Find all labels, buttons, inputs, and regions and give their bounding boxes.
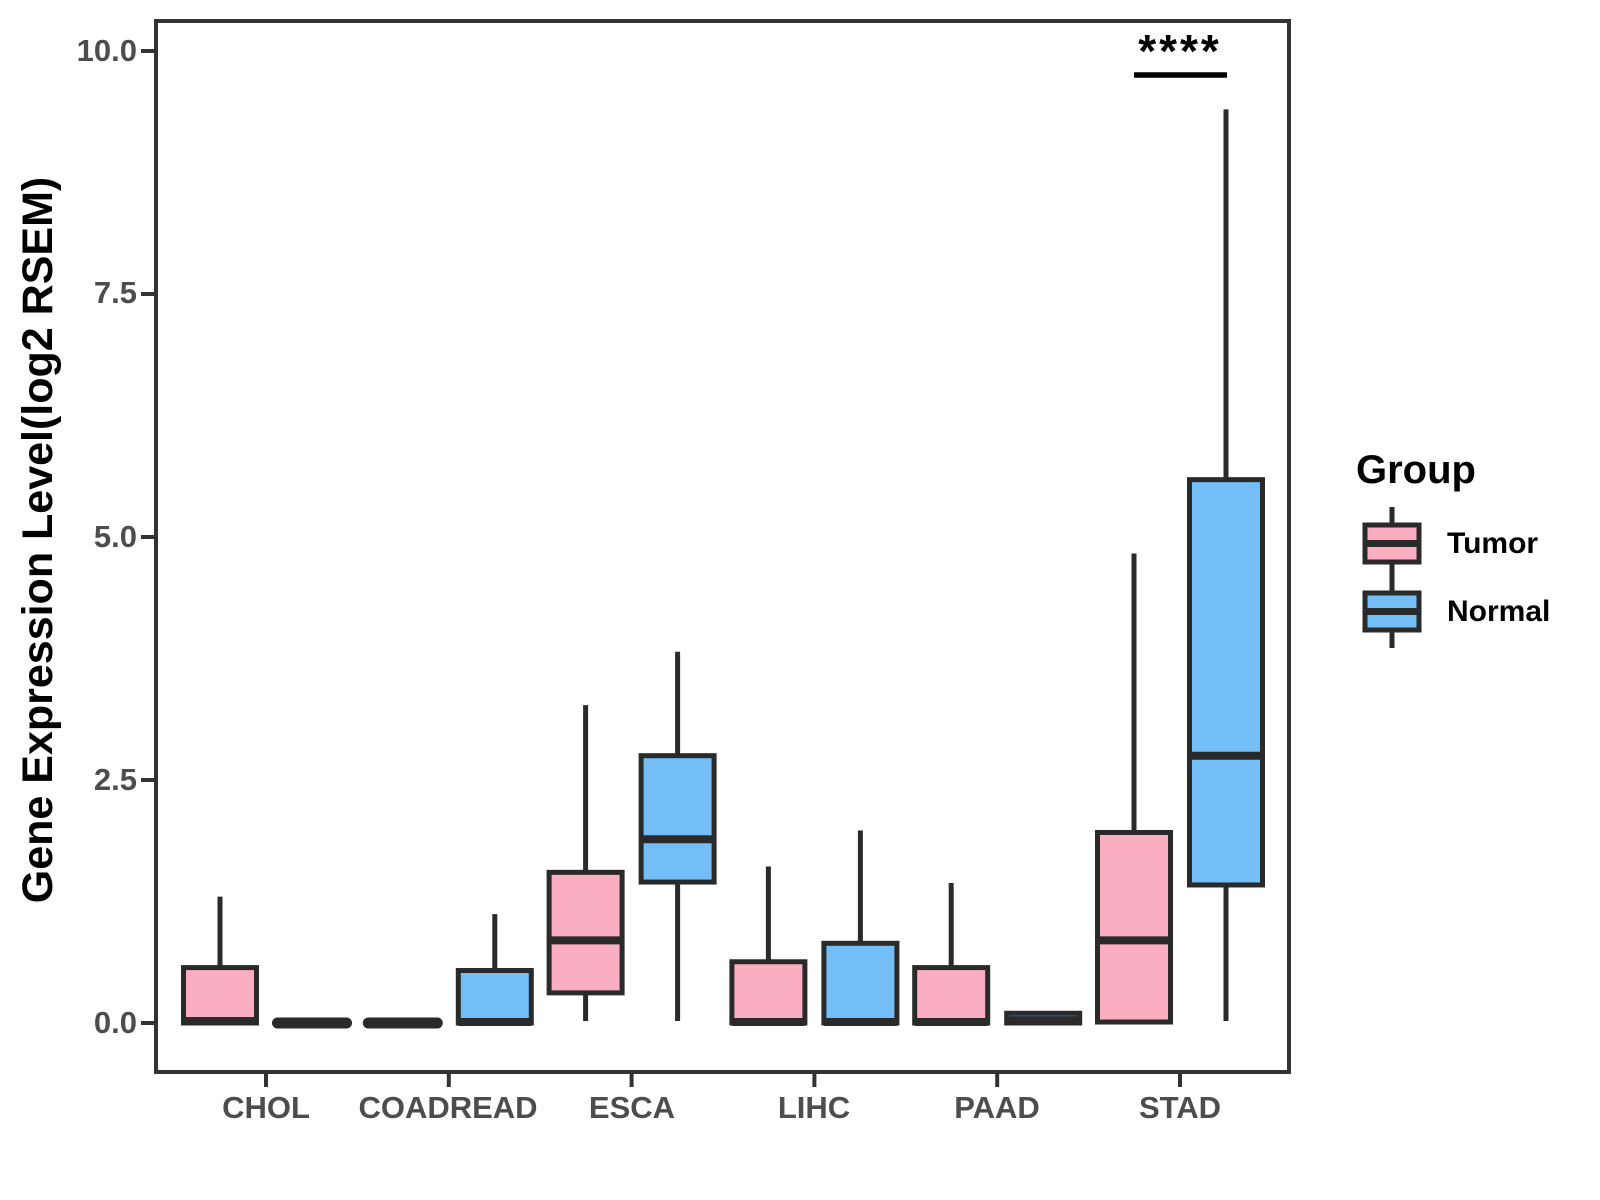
x-label-chol: CHOL [222,1090,310,1125]
box-tumor-chol [181,965,259,1026]
box-normal-stad [1187,477,1265,888]
box-normal-esca [638,753,717,885]
box-tumor-stad [1095,829,1173,1025]
significance-stars: **** [1138,25,1222,77]
legend-label-tumor: Tumor [1447,527,1539,560]
x-label-esca: ESCA [588,1090,676,1125]
box-normal-lihc [821,940,900,1026]
box-tumor-paad [912,965,991,1026]
panel-border [154,19,1291,1074]
y-tick-label-2-5: 2.5 [93,762,137,797]
x-label-paad: PAAD [954,1090,1040,1125]
y-tick-label-10: 10.0 [76,33,137,68]
box-normal-coadread [455,968,534,1026]
x-label-coadread: COADREAD [358,1090,538,1125]
x-label-lihc: LIHC [777,1090,851,1125]
y-tick-label-0: 0.0 [93,1005,137,1040]
x-label-stad: STAD [1138,1090,1222,1125]
legend-label-normal: Normal [1447,595,1551,628]
legend-title: Group [1356,448,1476,492]
y-tick-label-7-5: 7.5 [93,275,137,310]
y-tick-label-5: 5.0 [93,519,137,554]
box-tumor-esca [546,869,625,996]
box-tumor-lihc [729,959,808,1026]
y-axis-title: Gene Expression Level(log2 RSEM) [14,176,62,904]
